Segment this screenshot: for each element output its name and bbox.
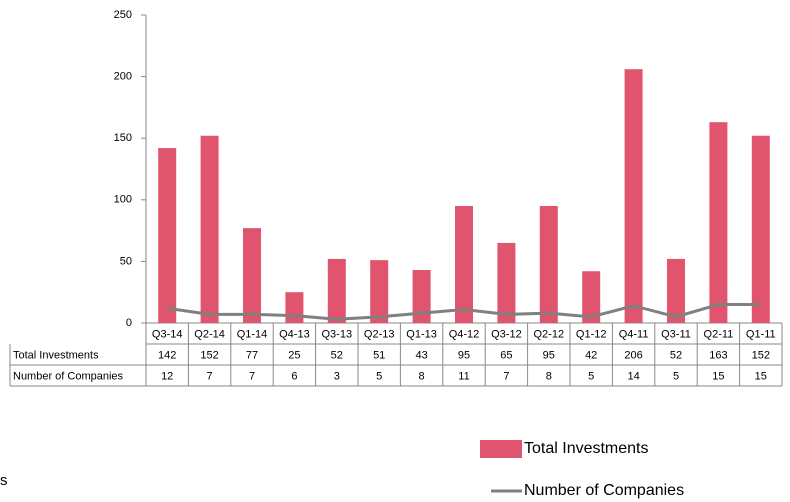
table-cell: 42 bbox=[585, 349, 597, 361]
bar bbox=[285, 292, 304, 323]
bar bbox=[455, 205, 473, 323]
table-cell: 142 bbox=[158, 349, 176, 361]
table-cell: 8 bbox=[419, 370, 425, 382]
table-cell: 5 bbox=[588, 370, 594, 382]
table-cell: 5 bbox=[376, 370, 382, 382]
bar bbox=[200, 135, 219, 323]
y-tick-label: 250 bbox=[114, 9, 132, 21]
table-cell: 8 bbox=[546, 370, 552, 382]
table-cell: 15 bbox=[712, 370, 724, 382]
x-tick-label: Q2-12 bbox=[534, 328, 565, 340]
table-cell: 152 bbox=[752, 349, 770, 361]
bar bbox=[497, 242, 516, 323]
table-cell: 25 bbox=[288, 349, 300, 361]
bar bbox=[624, 69, 643, 323]
table-cell: 14 bbox=[627, 370, 639, 382]
table-cell: 7 bbox=[249, 370, 255, 382]
legend-label: Number of Companies bbox=[524, 482, 684, 499]
x-tick-label: Q4-13 bbox=[279, 328, 310, 340]
x-tick-label: Q1-14 bbox=[237, 328, 268, 340]
x-tick-label: Q3-12 bbox=[491, 328, 522, 340]
table-cell: 206 bbox=[624, 349, 642, 361]
bar bbox=[327, 258, 346, 323]
table-cell: 65 bbox=[500, 349, 512, 361]
table-cell: 7 bbox=[207, 370, 213, 382]
table-cell: 152 bbox=[200, 349, 218, 361]
table-cell: 3 bbox=[334, 370, 340, 382]
legend-label: Total Investments bbox=[524, 440, 649, 457]
y-tick-label: 0 bbox=[126, 317, 132, 329]
x-tick-label: Q2-14 bbox=[194, 328, 225, 340]
line bbox=[166, 303, 761, 321]
bar bbox=[709, 122, 728, 324]
x-tick-label: Q4-11 bbox=[619, 328, 649, 340]
table-cell: 51 bbox=[373, 349, 385, 361]
x-tick-label: Q3-14 bbox=[152, 328, 183, 340]
x-tick-label: Q2-13 bbox=[364, 328, 395, 340]
bar bbox=[412, 270, 431, 323]
bar bbox=[243, 228, 261, 323]
table-cell: 43 bbox=[415, 349, 427, 361]
table-cell: 95 bbox=[543, 349, 555, 361]
table-cell: 52 bbox=[331, 349, 343, 361]
table-cell: 5 bbox=[673, 370, 679, 382]
table-cell: 11 bbox=[458, 370, 469, 382]
y-tick-label: 100 bbox=[114, 194, 132, 206]
annotation: s bbox=[0, 472, 8, 489]
y-tick-label: 200 bbox=[114, 71, 132, 83]
table-cell: 12 bbox=[161, 370, 173, 382]
x-tick-label: Q3-13 bbox=[322, 328, 353, 340]
y-tick-label: 150 bbox=[114, 132, 132, 144]
x-tick-label: Q4-12 bbox=[449, 328, 480, 340]
table-row-label: Total Investments bbox=[13, 349, 99, 361]
x-tick-label: Q1-11 bbox=[746, 328, 776, 340]
bar bbox=[751, 135, 770, 323]
x-tick-label: Q1-12 bbox=[576, 328, 607, 340]
table-cell: 6 bbox=[291, 370, 297, 382]
bar bbox=[158, 148, 177, 323]
table-cell: 163 bbox=[709, 349, 727, 361]
x-tick-label: Q2-11 bbox=[704, 328, 734, 340]
table-cell: 95 bbox=[458, 349, 470, 361]
x-tick-label: Q3-11 bbox=[661, 328, 691, 340]
bar bbox=[370, 260, 389, 323]
table-cell: 52 bbox=[670, 349, 682, 361]
table-cell: 7 bbox=[503, 370, 509, 382]
table-row-label: Number of Companies bbox=[13, 370, 124, 382]
bar bbox=[539, 205, 558, 323]
y-tick-label: 50 bbox=[120, 255, 132, 267]
legend-swatch bbox=[480, 440, 522, 458]
x-tick-label: Q1-13 bbox=[406, 328, 437, 340]
table-cell: 77 bbox=[246, 349, 258, 361]
bar bbox=[667, 258, 685, 323]
bar bbox=[582, 271, 601, 323]
table-cell: 15 bbox=[755, 370, 767, 382]
